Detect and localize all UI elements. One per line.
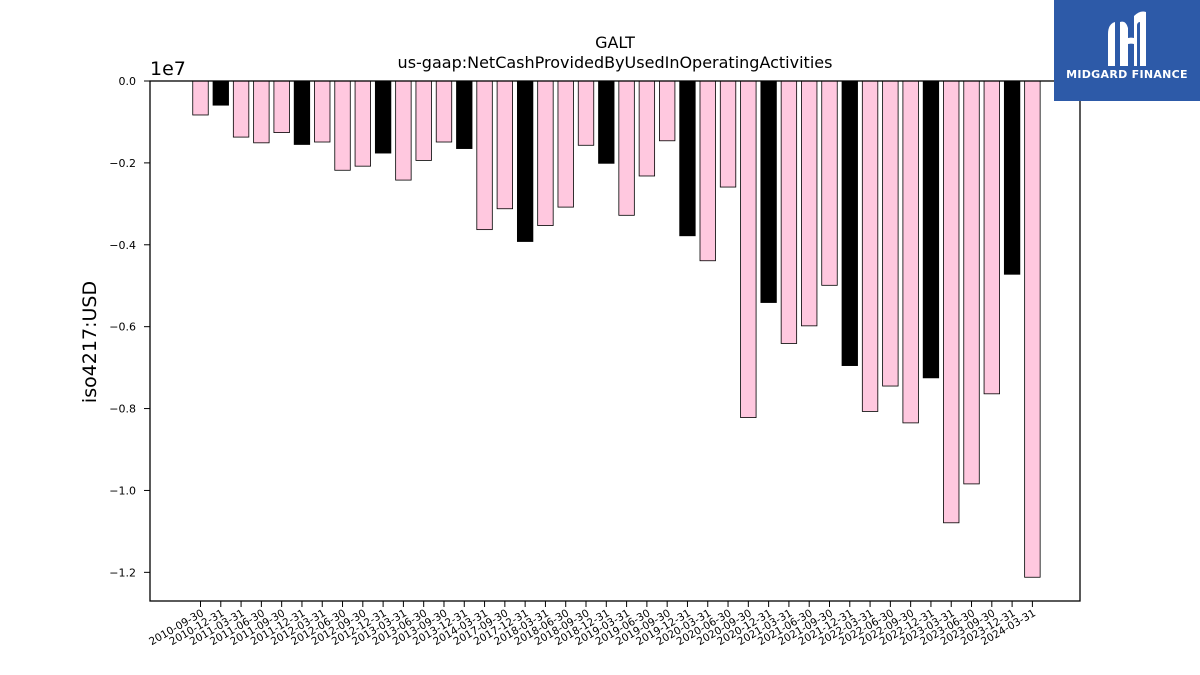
bar-2024-03-31 (1024, 80, 1041, 578)
y-tick-label: −0.2 (109, 157, 136, 170)
x-ticks-group: 2010-09-302010-12-312011-03-312011-06-30… (147, 601, 1038, 648)
bars-group (192, 80, 1041, 578)
bar-2019-12-31 (679, 80, 696, 237)
bar-2020-09-30 (740, 80, 757, 418)
bar-2018-09-30 (577, 80, 595, 146)
logo-text: MIDGARD FINANCE (1066, 68, 1188, 81)
bar-2010-12-31 (212, 80, 229, 106)
bar-2018-03-31 (537, 80, 554, 226)
chart-subtitle: us-gaap:NetCashProvidedByUsedInOperating… (398, 53, 833, 72)
bar-2011-09-30 (273, 80, 290, 133)
bar-2022-06-30 (882, 80, 899, 387)
bar-2020-06-30 (719, 80, 737, 188)
bar-2013-06-30 (415, 80, 432, 161)
bar-2011-03-31 (232, 80, 250, 138)
bar-2021-03-31 (780, 80, 798, 344)
logo-mark-icon (1108, 11, 1146, 67)
bar-2013-03-31 (395, 80, 412, 181)
bar-2023-03-31 (943, 80, 960, 524)
y-ticks-group: 0.0 −0.2 −0.4 −0.6 −0.8 −1.0 −1.2 (109, 75, 150, 579)
bar-2020-03-31 (699, 80, 716, 262)
y-tick-label: −1.0 (109, 484, 136, 497)
bar-2023-12-31 (1003, 80, 1021, 275)
bar-2018-06-30 (557, 80, 574, 208)
bar-2012-12-31 (374, 80, 392, 154)
chart-title: GALT (595, 33, 635, 52)
y-axis-label: iso4217:USD (79, 281, 101, 403)
bar-2011-06-30 (253, 80, 270, 144)
bar-2010-09-30 (192, 80, 209, 116)
bar-2022-09-30 (902, 80, 919, 424)
bar-2023-06-30 (963, 80, 980, 485)
bar-2013-12-31 (456, 80, 473, 149)
plot-frame (149, 80, 1081, 602)
bar-2019-06-30 (638, 80, 656, 177)
bar-2012-09-30 (354, 80, 371, 167)
bar-2023-09-30 (983, 80, 1000, 395)
bar-2013-09-30 (435, 80, 453, 143)
bar-2022-12-31 (922, 80, 940, 379)
bar-2019-09-30 (659, 80, 676, 142)
bar-2021-09-30 (821, 80, 838, 286)
bar-2017-12-31 (516, 80, 534, 242)
y-tick-label: 0.0 (119, 75, 137, 88)
y-tick-label: −1.2 (109, 566, 136, 579)
y-tick-label: −0.6 (109, 321, 136, 334)
y-tick-label: −0.4 (109, 239, 136, 252)
midgard-finance-logo: MIDGARD FINANCE (1054, 0, 1200, 101)
bar-2021-12-31 (841, 80, 858, 366)
offset-label: 1e7 (150, 58, 186, 80)
bar-2014-03-31 (476, 80, 493, 231)
bar-2017-09-30 (496, 80, 514, 210)
bar-2020-12-31 (760, 80, 777, 303)
bar-2018-12-31 (598, 80, 615, 164)
bar-2011-12-31 (293, 80, 311, 145)
bar-2021-06-30 (801, 80, 818, 327)
bar-2022-03-31 (861, 80, 879, 412)
y-tick-label: −0.8 (109, 403, 136, 416)
bar-2012-03-31 (314, 80, 331, 143)
bar-2012-06-30 (334, 80, 351, 171)
bar-2019-03-31 (618, 80, 635, 216)
